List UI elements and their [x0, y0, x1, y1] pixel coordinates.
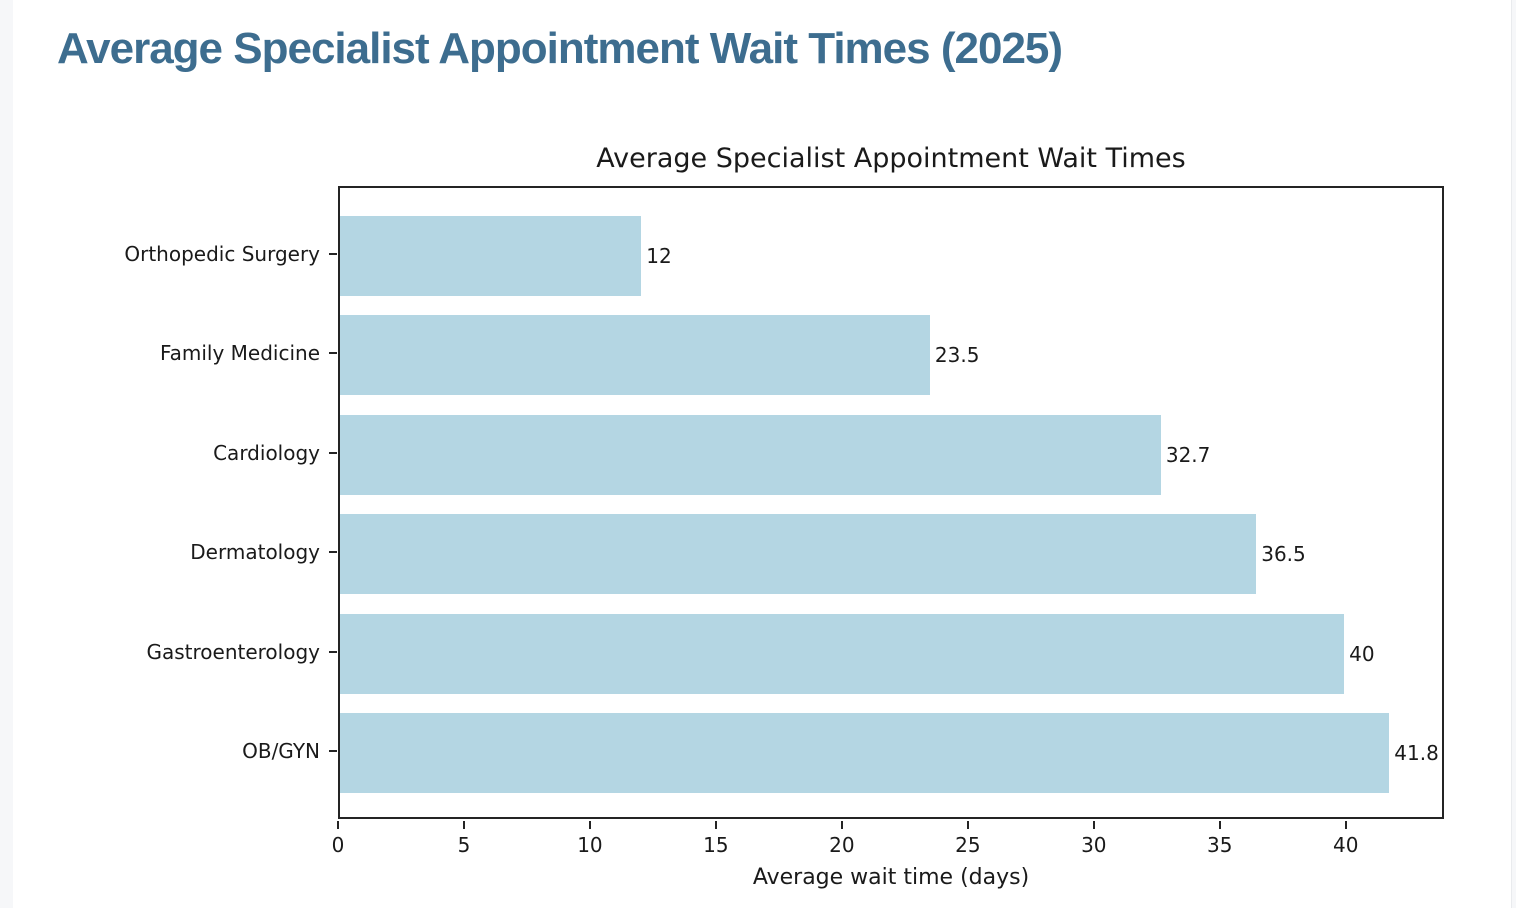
page-left-gutter: [0, 0, 13, 908]
x-axis-label: Average wait time (days): [752, 865, 1030, 890]
y-tick-label: Dermatology: [190, 540, 320, 565]
bar-row: 40: [340, 604, 1442, 704]
bar-value-label: 12: [646, 243, 672, 268]
bar-value-label: 23.5: [934, 343, 980, 368]
y-tick-mark: [329, 551, 337, 554]
bar-value-label: 41.8: [1394, 741, 1439, 766]
y-tick-mark: [329, 352, 337, 355]
bar-row: 32.7: [340, 405, 1442, 505]
bar-value-label: 32.7: [1165, 442, 1211, 467]
wait-time-bar: [340, 315, 930, 396]
y-tick-mark: [329, 252, 337, 255]
y-axis: Orthopedic Surgery Family Medicine Cardiol…: [0, 186, 338, 819]
bar-row: 12: [340, 206, 1442, 306]
x-tick-mark: [1092, 821, 1095, 829]
page-right-gutter: [1511, 0, 1516, 908]
x-tick-mark: [840, 821, 843, 829]
y-tick-label: Gastroenterology: [146, 639, 320, 664]
wait-time-bar: [340, 514, 1257, 595]
bar-value-label: 36.5: [1261, 542, 1306, 567]
x-tick-label: 25: [955, 833, 981, 857]
x-tick-mark: [714, 821, 717, 829]
x-tick-label: 0: [331, 833, 345, 857]
x-tick-label: 40: [1333, 833, 1359, 857]
bar-row: 23.5: [340, 306, 1442, 406]
x-tick-mark: [588, 821, 591, 829]
bar-row: 41.8: [340, 704, 1442, 804]
x-tick-mark: [1344, 821, 1347, 829]
wait-time-bar: [340, 613, 1345, 694]
y-tick-mark: [329, 451, 337, 454]
bar-value-label: 40: [1349, 641, 1375, 666]
x-axis: Average wait time (days) 0 5 10 15 20 25 30 35 4…: [332, 819, 1444, 908]
x-tick-mark: [337, 821, 339, 829]
wait-time-bar: [340, 215, 642, 296]
y-tick-mark: [329, 650, 337, 653]
chart-plot-area: 12 23.5 32.7 36.5 40 41.8: [338, 186, 1444, 819]
x-tick-label: 20: [829, 833, 855, 857]
x-tick-label: 30: [1081, 833, 1107, 857]
y-tick-label: Cardiology: [213, 440, 320, 465]
wait-time-bar: [340, 414, 1161, 495]
x-tick-label: 35: [1207, 833, 1233, 857]
wait-time-bar: [340, 713, 1390, 794]
bars-container: 12 23.5 32.7 36.5 40 41.8: [340, 188, 1442, 817]
x-tick-mark: [966, 821, 969, 829]
chart-title: Average Specialist Appointment Wait Time…: [596, 143, 1186, 174]
y-tick-label: Family Medicine: [159, 341, 320, 366]
y-tick-mark: [329, 750, 337, 753]
x-tick-label: 5: [457, 833, 471, 857]
x-tick-mark: [1218, 821, 1221, 829]
x-tick-label: 15: [703, 833, 729, 857]
page-heading: Average Specialist Appointment Wait Time…: [57, 24, 1063, 73]
y-tick-label: OB/GYN: [242, 739, 320, 764]
bar-row: 36.5: [340, 505, 1442, 605]
x-tick-label: 10: [577, 833, 603, 857]
y-tick-label: Orthopedic Surgery: [124, 241, 320, 266]
x-tick-mark: [462, 821, 465, 829]
